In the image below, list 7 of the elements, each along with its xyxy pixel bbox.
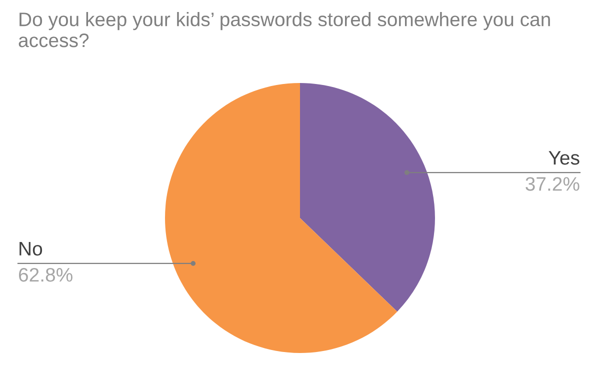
slice-label: Yes (548, 151, 580, 165)
chart-title: Do you keep your kids’ passwords stored somewhere you can access? (18, 12, 550, 48)
data-label: 37.2% (526, 177, 580, 191)
pie-slice (165, 83, 398, 353)
slice-label: No (20, 242, 42, 256)
pie-slice (300, 83, 435, 312)
data-label: 62.8% (18, 268, 72, 282)
